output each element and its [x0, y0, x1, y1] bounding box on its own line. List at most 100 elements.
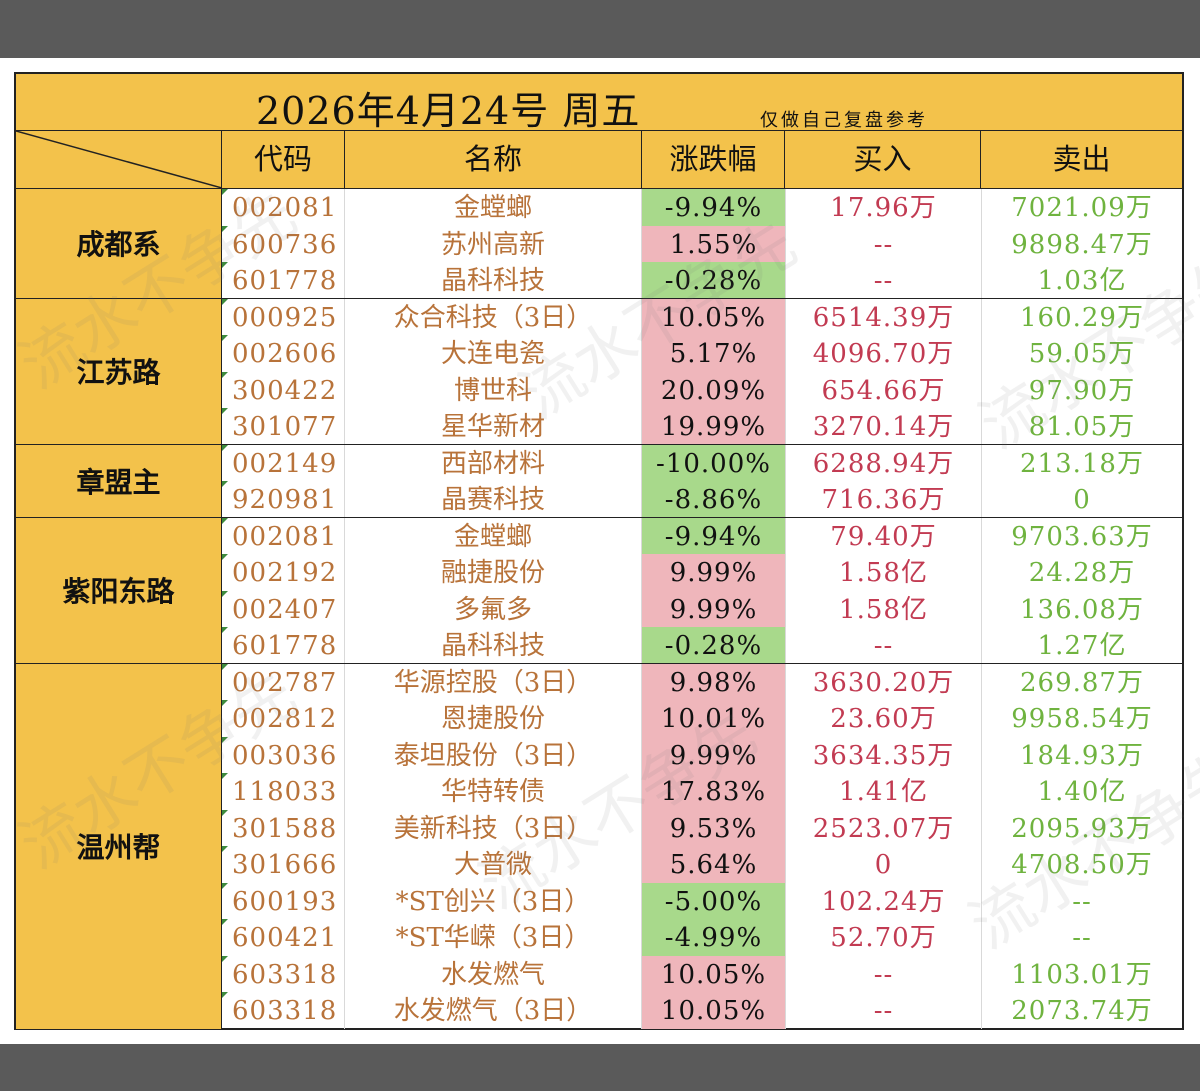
buy-amount: -- [785, 955, 981, 992]
cell-corner-mark [222, 444, 228, 451]
group-label: 温州帮 [16, 663, 222, 1029]
table-row: 600736 苏州高新 1.55% -- 9898.47万 [222, 225, 1182, 262]
table-row: 301666 大普微 5.64% 0 4708.50万 [222, 846, 1182, 883]
table-row: 301077 星华新材 19.99% 3270.14万 81.05万 [222, 408, 1182, 445]
cell-corner-mark [222, 262, 228, 268]
stock-code: 301588 [222, 809, 345, 846]
sell-amount: 269.87万 [981, 663, 1182, 700]
stock-code: 002606 [222, 335, 345, 372]
sell-amount: 59.05万 [981, 335, 1182, 372]
stock-name: 美新科技（3日） [345, 809, 642, 846]
cell-corner-mark [222, 481, 228, 487]
stock-code: 601778 [222, 262, 345, 299]
buy-amount: 102.24万 [785, 882, 981, 919]
stock-name: 苏州高新 [345, 225, 642, 262]
change-percent: 1.55% [642, 225, 785, 262]
table-row: 600421 *ST华嵘（3日） -4.99% 52.70万 -- [222, 919, 1182, 956]
title-row: 2026年4月24号 周五 仅做自己复盘参考 [16, 74, 1182, 133]
stock-name: 融捷股份 [345, 554, 642, 591]
table-row: 002149 西部材料 -10.00% 6288.94万 213.18万 [222, 444, 1182, 481]
cell-corner-mark [222, 554, 228, 560]
sell-amount: 1103.01万 [981, 955, 1182, 992]
sell-amount: 2073.74万 [981, 992, 1182, 1029]
change-percent: -0.28% [642, 627, 785, 664]
cell-corner-mark [222, 882, 228, 889]
table-row: 002081 金螳螂 -9.94% 17.96万 7021.09万 [222, 189, 1182, 226]
buy-amount: 654.66万 [785, 371, 981, 408]
stock-code: 603318 [222, 992, 345, 1029]
table-row: 118033 华特转债 17.83% 1.41亿 1.40亿 [222, 773, 1182, 810]
stock-code: 600736 [222, 225, 345, 262]
buy-amount: 4096.70万 [785, 335, 981, 372]
table-body: 成都系 002081 金螳螂 -9.94% 17.96万 7021.09万 600736 苏州… [16, 189, 1182, 1029]
table-row: 002787 华源控股（3日） 9.98% 3630.20万 269.87万 [222, 663, 1182, 700]
stock-code: 600421 [222, 919, 345, 956]
table-row: 002192 融捷股份 9.99% 1.58亿 24.28万 [222, 554, 1182, 591]
cell-corner-mark [222, 663, 228, 670]
table-row: 300422 博世科 20.09% 654.66万 97.90万 [222, 371, 1182, 408]
change-percent: 9.98% [642, 663, 785, 700]
stock-name: 泰坦股份（3日） [345, 736, 642, 773]
table-row: 002606 大连电瓷 5.17% 4096.70万 59.05万 [222, 335, 1182, 372]
stock-name: 西部材料 [345, 444, 642, 481]
group-separator [222, 297, 1182, 299]
change-percent: -5.00% [642, 882, 785, 919]
sell-amount: 81.05万 [981, 408, 1182, 445]
header-sell: 卖出 [1052, 142, 1111, 176]
sell-amount: 9703.63万 [981, 517, 1182, 554]
stock-name: 星华新材 [345, 408, 642, 445]
sell-amount: 184.93万 [981, 736, 1182, 773]
stock-code: 002787 [222, 663, 345, 700]
buy-amount: 0 [785, 846, 981, 883]
change-percent: -9.94% [642, 517, 785, 554]
buy-amount: 716.36万 [785, 481, 981, 518]
stock-code: 002149 [222, 444, 345, 481]
cell-corner-mark [222, 773, 228, 779]
buy-amount: 23.60万 [785, 700, 981, 737]
header-buy: 买入 [785, 131, 981, 188]
buy-amount: 2523.07万 [785, 809, 981, 846]
sell-amount: 24.28万 [981, 554, 1182, 591]
change-percent: 10.05% [642, 955, 785, 992]
stock-code: 000925 [222, 298, 345, 335]
sell-amount: 1.27亿 [981, 627, 1182, 664]
cell-corner-mark [222, 590, 228, 597]
table-row: 603318 水发燃气 10.05% -- 1103.01万 [222, 955, 1182, 992]
header-name: 名称 [345, 131, 642, 188]
sell-amount: 7021.09万 [981, 189, 1182, 226]
stock-name: 多氟多 [345, 590, 642, 627]
buy-amount: 3270.14万 [785, 408, 981, 445]
buy-amount: 79.40万 [785, 517, 981, 554]
stock-code: 301666 [222, 846, 345, 883]
stock-code: 300422 [222, 371, 345, 408]
sell-amount: 9958.54万 [981, 700, 1182, 737]
cell-corner-mark [222, 809, 228, 816]
sell-amount: 136.08万 [981, 590, 1182, 627]
change-percent: 9.99% [642, 554, 785, 591]
buy-amount: 1.41亿 [785, 773, 981, 810]
cell-corner-mark [222, 955, 228, 962]
change-percent: -9.94% [642, 189, 785, 226]
group-label: 紫阳东路 [16, 517, 222, 664]
diagonal-header-cell [16, 131, 222, 188]
cell-corner-mark [222, 371, 228, 378]
cell-corner-mark [222, 992, 228, 998]
stock-name: 水发燃气（3日） [345, 992, 642, 1029]
buy-amount: 3634.35万 [785, 736, 981, 773]
sell-amount: 97.90万 [981, 371, 1182, 408]
stock-name: 晶科科技 [345, 262, 642, 299]
cell-corner-mark [222, 919, 228, 925]
table-row: 920981 晶赛科技 -8.86% 716.36万 0 [222, 481, 1182, 518]
buy-amount: 6288.94万 [785, 444, 981, 481]
group-label: 成都系 [16, 189, 222, 299]
change-percent: 9.53% [642, 809, 785, 846]
stock-name: 金螳螂 [345, 189, 642, 226]
sell-amount: 160.29万 [981, 298, 1182, 335]
buy-amount: 6514.39万 [785, 298, 981, 335]
stock-name: 恩捷股份 [345, 700, 642, 737]
header-code: 代码 [222, 131, 345, 188]
buy-amount: 1.58亿 [785, 590, 981, 627]
stock-name: 晶赛科技 [345, 481, 642, 518]
table-row: 603318 水发燃气（3日） 10.05% -- 2073.74万 [222, 992, 1182, 1029]
table-row: 000925 众合科技（3日） 10.05% 6514.39万 160.29万 [222, 298, 1182, 335]
